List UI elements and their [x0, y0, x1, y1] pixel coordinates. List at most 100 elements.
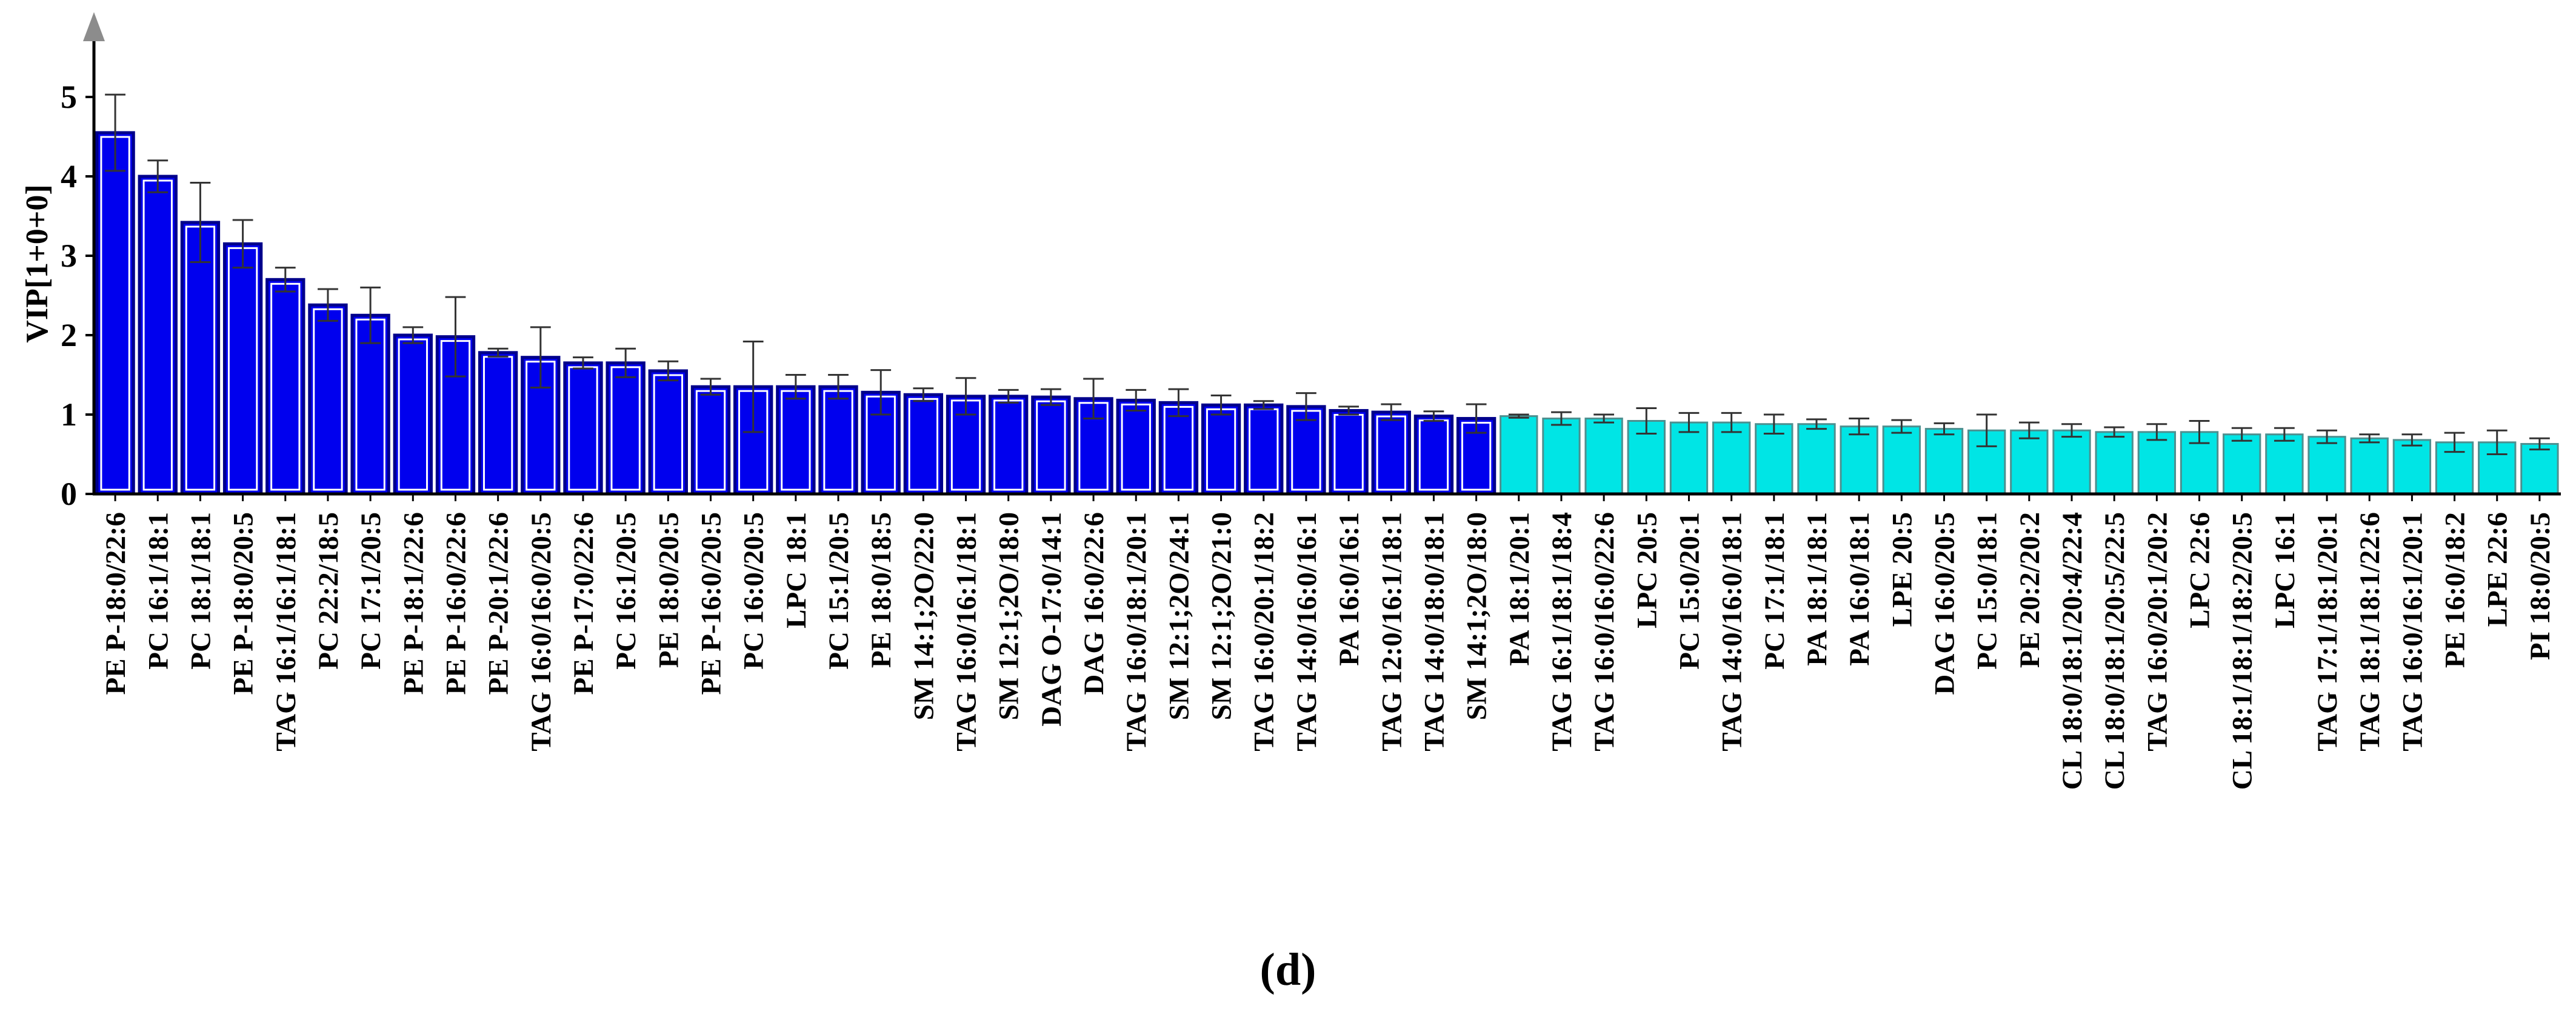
bar — [2052, 429, 2091, 495]
y-ticks: 0 1 2 3 4 5 — [61, 79, 94, 512]
x-tick-label: TAG 14:0/16:0/16:1 — [1291, 512, 1323, 752]
x-tick-label: TAG 16:0/20:1/18:2 — [1249, 512, 1280, 752]
bar — [2095, 431, 2134, 495]
x-tick-label: DAG 16:0/20:5 — [1929, 512, 1961, 695]
x-tick-label: DAG O-17:0/14:1 — [1036, 512, 1067, 727]
x-tick-label: PE P-20:1/22:6 — [483, 512, 515, 695]
bar — [690, 385, 731, 496]
x-tick-label: SM 14:1;2O/18:0 — [1461, 512, 1493, 720]
x-tick-label: PC 16:1/20:5 — [610, 512, 642, 670]
axes — [83, 12, 2561, 496]
bar — [222, 242, 263, 496]
x-tick-label: PE P-18:0/22:6 — [100, 512, 132, 695]
x-tick-label: PE 20:2/20:2 — [2014, 512, 2046, 668]
x-tick-label: TAG 14:0/16:0/18:1 — [1717, 512, 1748, 752]
bar — [350, 313, 390, 496]
x-tick-label: LPE 20:5 — [1886, 512, 1918, 627]
bar — [1158, 401, 1199, 496]
bar — [1413, 415, 1454, 496]
x-tick-label: TAG 16:0/16:0/20:5 — [526, 512, 557, 752]
bar — [265, 278, 305, 496]
bar — [648, 369, 689, 496]
y-tick-label: 2 — [61, 317, 77, 353]
x-tick-label: SM 12:1;2O/21:0 — [1206, 512, 1238, 720]
bar — [606, 361, 646, 496]
bar — [2307, 436, 2346, 495]
bar — [1329, 408, 1369, 496]
x-tick-label: PE P-18:1/22:6 — [398, 512, 429, 695]
x-tick-label: LPC 16:1 — [2269, 512, 2301, 628]
x-tick-label: PC 15:0/18:1 — [1972, 512, 2003, 670]
bar — [2010, 429, 2049, 495]
x-tick-label: DAG 16:0/22:6 — [1078, 512, 1110, 695]
bar — [393, 333, 433, 496]
bar — [1244, 403, 1284, 496]
bar — [2137, 431, 2177, 495]
x-tick-label: PA 16:0/18:1 — [1844, 512, 1875, 666]
x-tick-label: LPC 22:6 — [2184, 512, 2216, 628]
bar — [903, 393, 944, 496]
bar — [95, 131, 135, 496]
x-tick-label: TAG 16:1/16:1/18:1 — [270, 512, 302, 752]
x-tick-label: SM 14:1;2O/22:0 — [908, 512, 939, 720]
bar — [1116, 398, 1156, 496]
bar — [1500, 415, 1538, 495]
bar — [1584, 418, 1623, 495]
panel-label-letter: d — [1275, 944, 1301, 995]
x-tick-label: TAG 17:1/18:1/20:1 — [2312, 512, 2343, 752]
y-tick-label: 0 — [61, 476, 77, 512]
panel-label: (d) — [1260, 944, 1316, 995]
bar — [1882, 425, 1921, 495]
x-tick-label: TAG 14:0/18:0/18:1 — [1418, 512, 1450, 752]
x-tick-label: SM 12:1;2O/24:1 — [1163, 512, 1195, 720]
bar — [2392, 439, 2432, 495]
bar — [1031, 395, 1071, 496]
panel-label-open: ( — [1260, 944, 1275, 995]
x-tick-label: PC 17:1/18:1 — [1759, 512, 1790, 670]
y-axis-label: VIP[1+0+0] — [20, 184, 55, 342]
x-tick-label: PE 18:0/18:5 — [866, 512, 897, 668]
x-tick-label: PE P-18:0/20:5 — [228, 512, 259, 695]
bar — [138, 175, 178, 496]
bar — [2265, 433, 2304, 495]
bar — [180, 221, 221, 496]
x-tick-label: CL 18:1/18:1/18:2/20:5 — [2227, 512, 2258, 790]
x-tick-label: PC 15:1/20:5 — [823, 512, 855, 670]
bar — [1840, 425, 1878, 495]
x-tick-label: PE 18:0/20:5 — [653, 512, 684, 668]
x-tick-label: PE P-16:0/20:5 — [696, 512, 727, 695]
x-tick-label: CL 18:0/18:1/20:5/22:5 — [2099, 512, 2131, 790]
x-tick-label: PE P-17:0/22:6 — [568, 512, 599, 695]
x-tick-label: TAG 16:1/18:1/18:4 — [1546, 512, 1578, 752]
x-tick-label: TAG 16:0/18:1/20:1 — [1121, 512, 1152, 752]
x-tick-label: PE P-16:0/22:6 — [440, 512, 472, 695]
bar — [2223, 433, 2261, 495]
x-tick-label: PC 15:0/20:1 — [1673, 512, 1705, 670]
bar — [1924, 428, 1964, 495]
bar — [776, 385, 816, 496]
bar — [2520, 442, 2559, 495]
error-bars — [105, 93, 2550, 455]
bar — [1286, 405, 1326, 496]
x-tick-label: PI 18:0/20:5 — [2524, 512, 2556, 660]
bar — [563, 361, 603, 496]
bar — [2180, 431, 2219, 495]
bar — [1627, 419, 1666, 495]
x-tick-label: TAG 18:1/18:1/22:6 — [2354, 512, 2386, 752]
y-tick-label: 4 — [61, 158, 77, 195]
x-tick-label: PA 18:1/18:1 — [1801, 512, 1833, 666]
x-tick-label: LPC 20:5 — [1631, 512, 1663, 628]
bars — [95, 131, 2559, 496]
x-tick-label: PC 16:0/20:5 — [738, 512, 770, 670]
y-tick-label: 1 — [61, 396, 77, 433]
bar — [1755, 423, 1794, 495]
bar — [2350, 437, 2389, 495]
bar — [1797, 423, 1836, 495]
x-tick-label: TAG 12:0/16:1/18:1 — [1376, 512, 1407, 752]
bar — [818, 385, 858, 496]
bar — [1542, 418, 1581, 495]
x-tick-label: LPE 22:6 — [2482, 512, 2514, 627]
bar — [308, 303, 348, 496]
x-tick-label: CL 18:0/18:1/20:4/22:4 — [2057, 512, 2088, 790]
